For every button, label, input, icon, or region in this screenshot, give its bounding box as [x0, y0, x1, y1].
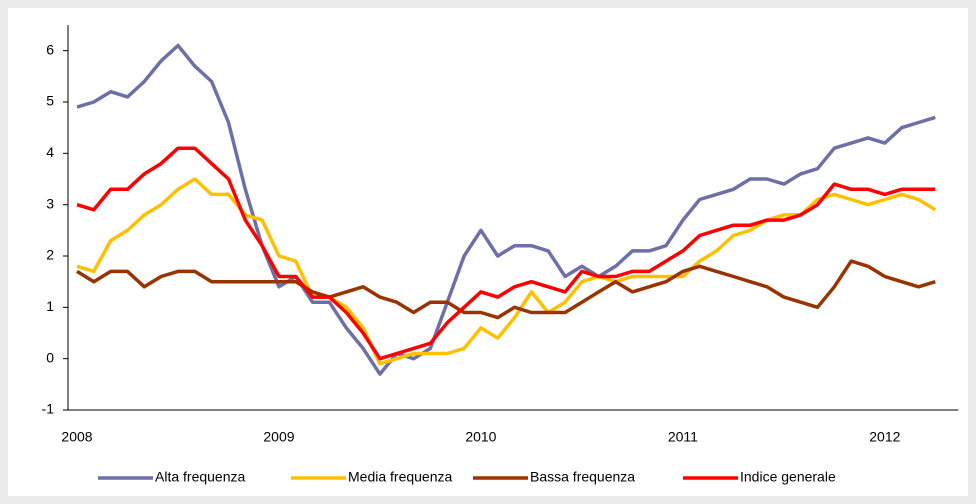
y-tick-label: 2 — [46, 247, 54, 263]
legend-label: Media frequenza — [348, 469, 453, 485]
x-tick-label: 2008 — [61, 429, 92, 445]
legend-label: Indice generale — [740, 469, 836, 485]
series-line — [76, 146, 936, 361]
legend-label: Alta frequenza — [155, 469, 245, 485]
series-line — [76, 43, 936, 376]
y-tick-label: 6 — [46, 41, 54, 57]
y-tick-label: 4 — [46, 144, 54, 160]
y-tick-label: 1 — [46, 298, 54, 314]
y-tick-label: 5 — [46, 93, 54, 109]
x-tick-label: 2009 — [263, 429, 294, 445]
chart-area — [8, 8, 968, 496]
x-tick-label: 2012 — [869, 429, 900, 445]
y-tick-label: -1 — [42, 401, 55, 417]
y-tick-label: 0 — [46, 349, 54, 365]
series-line — [76, 177, 937, 366]
x-tick-label: 2010 — [465, 429, 496, 445]
series-line — [76, 259, 936, 320]
y-tick-label: 3 — [46, 195, 54, 211]
x-tick-label: 2011 — [668, 429, 698, 445]
legend-label: Bassa frequenza — [530, 469, 635, 485]
